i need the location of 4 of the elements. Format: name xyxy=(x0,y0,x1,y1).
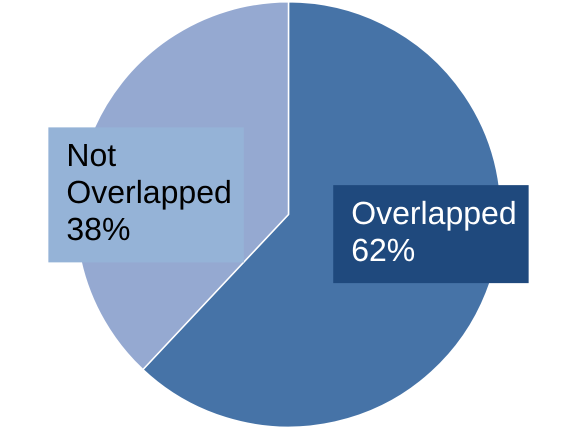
data-label: 62% xyxy=(351,232,416,268)
slice-label: Not Overlapped xyxy=(66,137,232,210)
slice-label: Overlapped xyxy=(351,194,517,231)
data-label: 38% xyxy=(66,211,130,248)
